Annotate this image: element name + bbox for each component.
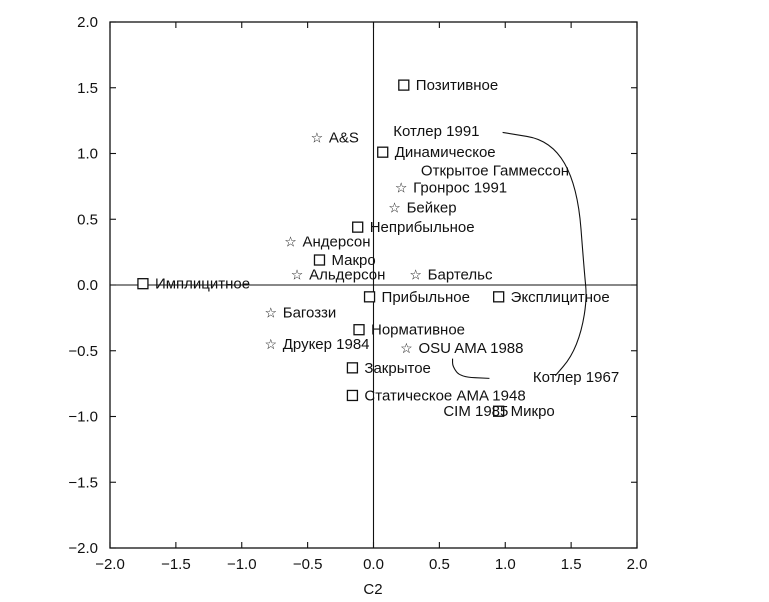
point-label: Бартельс: [428, 266, 493, 283]
data-point: ☆ OSU AMA 1988: [400, 340, 523, 357]
data-point: Неприбыльное: [352, 219, 475, 236]
data-point: ☆ Гронрос 1991: [395, 180, 507, 197]
x-tick-label: 1.5: [561, 556, 582, 573]
annotation-label: Котлер 1967: [533, 369, 619, 386]
y-tick-label: 1.0: [77, 146, 98, 163]
x-tick-label: −1.0: [227, 556, 257, 573]
square-marker: [493, 405, 505, 417]
y-tick-label: −1.0: [68, 409, 98, 426]
x-tick-label: −1.5: [161, 556, 191, 573]
point-label: Позитивное: [416, 77, 498, 94]
annotation-label: Открытое Гаммессон: [421, 163, 569, 180]
star-marker: ☆: [409, 266, 422, 282]
data-point: Динамическое: [377, 144, 496, 161]
star-marker: ☆: [264, 305, 277, 321]
square-marker: [346, 362, 359, 374]
data-point: Закрытое: [346, 360, 431, 377]
star-marker: ☆: [284, 234, 297, 250]
point-label: Эксплицитное: [511, 289, 610, 306]
square-marker: [313, 254, 326, 266]
data-point: ☆ Друкер 1984: [264, 336, 369, 353]
point-label: Статическое AMA 1948: [364, 387, 525, 404]
connector-curve: [451, 358, 490, 379]
point-label: Прибыльное: [382, 289, 470, 306]
data-point: Макро: [313, 252, 376, 269]
data-point: Микро: [493, 403, 555, 420]
zero-lines: [110, 22, 637, 548]
x-axis-title: C2: [363, 581, 382, 598]
y-tick-label: 0.0: [77, 277, 98, 294]
square-marker: [398, 79, 410, 91]
data-point: ☆ Андерсон: [284, 234, 370, 251]
annotation-label: CIM 1985: [443, 403, 508, 420]
star-marker: ☆: [388, 199, 401, 215]
square-marker: [493, 291, 505, 303]
y-tick-label: −1.5: [68, 474, 98, 491]
point-label: Микро: [511, 403, 555, 420]
point-label: Макро: [331, 252, 375, 269]
point-label: Динамическое: [395, 144, 496, 161]
connector-curve: [502, 131, 587, 377]
ticks-layer: −2.0 −1.5 −1.0 −0.5 0.0 0.5 1.0 1.5 2.0 2.0 1.5 1.0…: [68, 14, 647, 573]
y-tick-label: −2.0: [68, 540, 98, 557]
point-label: Альдерсон: [309, 266, 385, 283]
y-tick-label: 1.5: [77, 80, 98, 97]
x-tick-label: −2.0: [95, 556, 125, 573]
y-tick-label: 0.5: [77, 211, 98, 228]
point-label: Гронрос 1991: [413, 180, 507, 197]
point-label: Закрытое: [364, 360, 430, 377]
annotations: Котлер 1991 Открытое Гаммессон Котлер 1967…: [393, 123, 619, 420]
data-point: Эксплицитное: [493, 289, 610, 306]
star-marker: ☆: [311, 130, 324, 146]
y-tick-label: 2.0: [77, 14, 98, 31]
square-marker: [377, 146, 389, 158]
x-tick-label: 2.0: [627, 556, 648, 573]
square-marker: [363, 291, 376, 303]
point-label: Нормативное: [371, 322, 465, 339]
square-marker: [353, 324, 365, 336]
data-point: Позитивное: [398, 77, 498, 94]
y-tick-label: −0.5: [68, 343, 98, 360]
point-label: Неприбыльное: [370, 219, 475, 236]
data-point: Прибыльное: [363, 289, 470, 306]
annotation-label: Котлер 1991: [393, 123, 479, 140]
data-point: ☆ Багоззи: [264, 305, 336, 322]
x-tick-label: −0.5: [293, 556, 323, 573]
square-marker: [137, 278, 149, 290]
x-tick-label: 0.5: [429, 556, 450, 573]
data-point: ☆ Бартельс: [409, 266, 493, 283]
data-point: Статическое AMA 1948: [346, 387, 526, 404]
star-marker: ☆: [395, 180, 408, 196]
point-label: Багоззи: [283, 305, 336, 322]
point-label: Бейкер: [407, 199, 457, 216]
point-label: Андерсон: [302, 234, 370, 251]
x-tick-label: 1.0: [495, 556, 516, 573]
data-point: ☆ A&S: [311, 130, 359, 147]
data-point: Имплицитное: [137, 276, 250, 293]
data-point: Нормативное: [353, 322, 465, 339]
point-label: OSU AMA 1988: [418, 340, 523, 357]
star-marker: ☆: [400, 340, 413, 356]
data-point: ☆ Бейкер: [388, 199, 456, 216]
square-marker: [346, 389, 359, 402]
data-point: ☆ Альдерсон: [291, 266, 386, 283]
connector-curves: [451, 131, 587, 379]
x-tick-label: 0.0: [363, 556, 384, 573]
point-label: Имплицитное: [155, 276, 250, 293]
point-label: A&S: [329, 130, 359, 147]
point-label: Друкер 1984: [283, 336, 370, 353]
star-marker: ☆: [291, 266, 304, 282]
star-marker: ☆: [264, 336, 277, 352]
square-marker: [352, 221, 364, 233]
